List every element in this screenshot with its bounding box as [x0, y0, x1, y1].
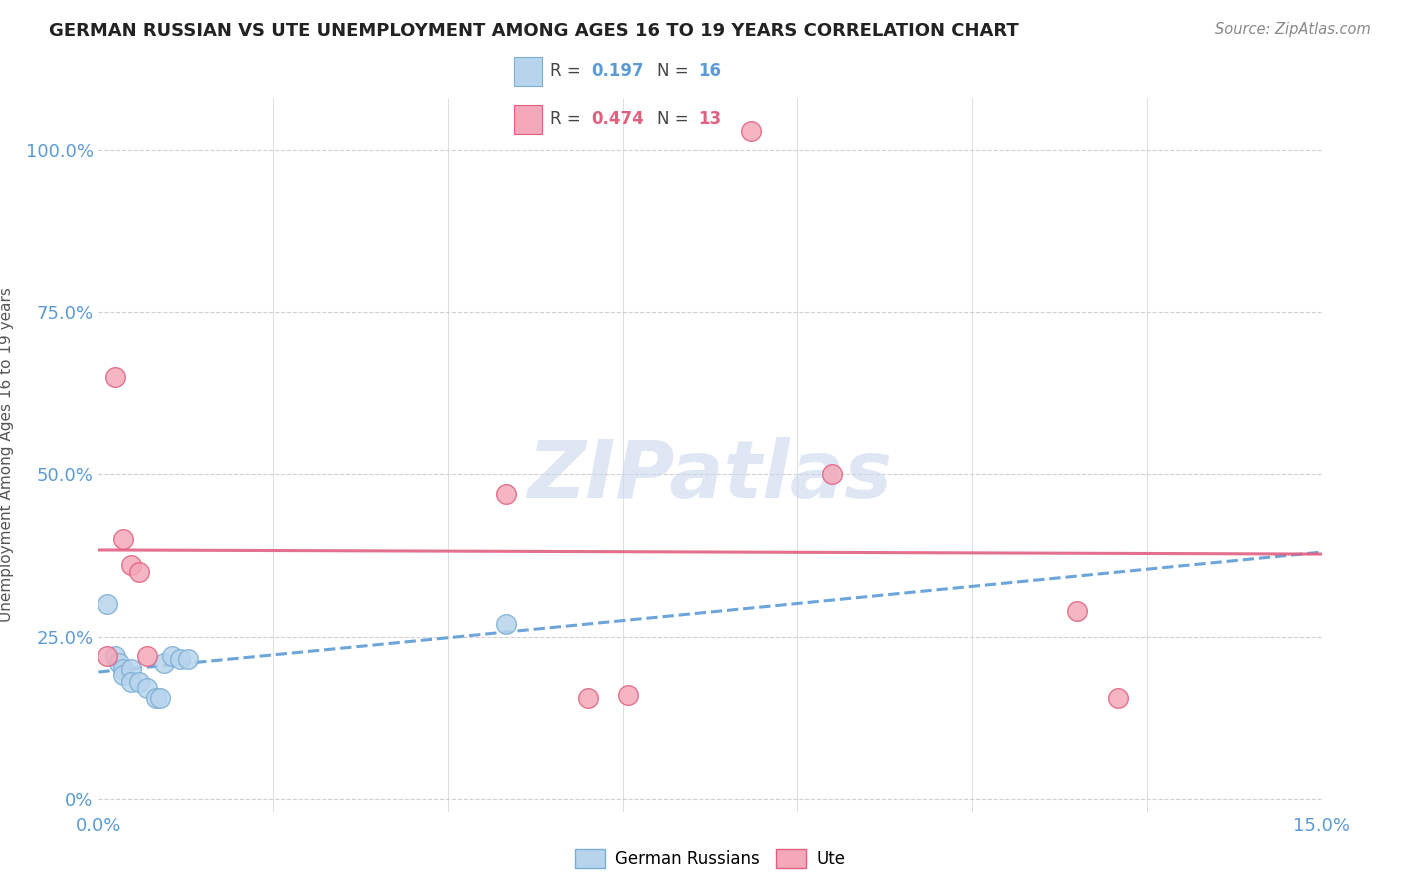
- Text: N =: N =: [657, 111, 693, 128]
- FancyBboxPatch shape: [515, 57, 541, 86]
- Text: N =: N =: [657, 62, 693, 79]
- Point: [145, 691, 167, 706]
- Point: [104, 648, 127, 663]
- Point: [136, 681, 159, 696]
- Point: [576, 691, 599, 706]
- Point: [1107, 691, 1129, 706]
- Point: [740, 123, 762, 137]
- Point: [177, 652, 200, 666]
- Text: 0.197: 0.197: [591, 62, 644, 79]
- Legend: German Russians, Ute: German Russians, Ute: [568, 842, 852, 875]
- Point: [120, 662, 142, 676]
- Text: Source: ZipAtlas.com: Source: ZipAtlas.com: [1215, 22, 1371, 37]
- Text: R =: R =: [550, 62, 586, 79]
- Point: [120, 558, 142, 573]
- Point: [111, 668, 134, 682]
- Point: [128, 675, 150, 690]
- Point: [96, 648, 118, 663]
- Text: 0.474: 0.474: [591, 111, 644, 128]
- Point: [111, 662, 134, 676]
- Text: 13: 13: [697, 111, 721, 128]
- Point: [111, 533, 134, 547]
- Point: [120, 675, 142, 690]
- Text: R =: R =: [550, 111, 586, 128]
- Point: [169, 652, 191, 666]
- Point: [128, 565, 150, 579]
- Point: [160, 648, 183, 663]
- Text: 16: 16: [697, 62, 721, 79]
- Point: [1066, 604, 1088, 618]
- Point: [136, 648, 159, 663]
- Point: [821, 467, 844, 482]
- Point: [96, 597, 118, 611]
- Point: [152, 656, 174, 670]
- Point: [495, 616, 517, 631]
- Point: [495, 487, 517, 501]
- Text: ZIPatlas: ZIPatlas: [527, 437, 893, 516]
- FancyBboxPatch shape: [515, 105, 541, 134]
- Text: GERMAN RUSSIAN VS UTE UNEMPLOYMENT AMONG AGES 16 TO 19 YEARS CORRELATION CHART: GERMAN RUSSIAN VS UTE UNEMPLOYMENT AMONG…: [49, 22, 1019, 40]
- Point: [108, 656, 131, 670]
- Point: [617, 688, 640, 702]
- Point: [104, 370, 127, 384]
- Point: [149, 691, 172, 706]
- Y-axis label: Unemployment Among Ages 16 to 19 years: Unemployment Among Ages 16 to 19 years: [0, 287, 14, 623]
